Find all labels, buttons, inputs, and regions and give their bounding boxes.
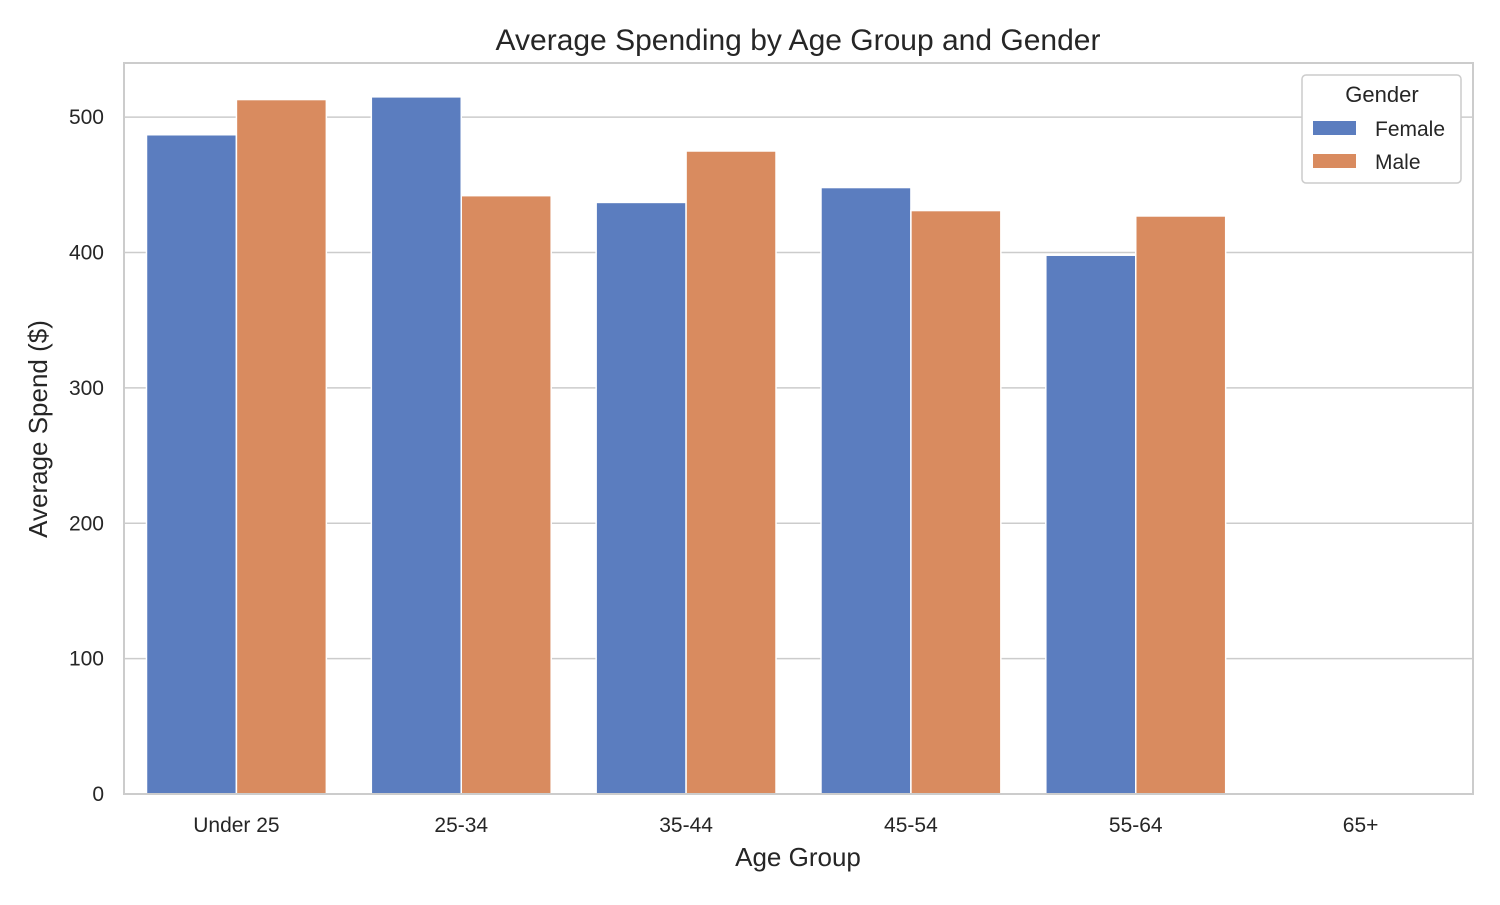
x-tick-label: 55-64 (1109, 814, 1163, 837)
legend: Gender Female Male (1301, 74, 1462, 184)
bars (145, 96, 1227, 795)
x-tick-label: 35-44 (659, 814, 713, 837)
y-tick-label: 500 (69, 106, 104, 129)
legend-title: Gender (1345, 82, 1418, 107)
bar-female-45-54 (820, 186, 912, 795)
bar-female-55-64 (1045, 254, 1137, 795)
legend-label-female: Female (1375, 118, 1445, 141)
y-axis-label: Average Spend ($) (23, 320, 53, 538)
x-tick-labels: Under 25 25-34 35-44 45-54 55-64 65+ (193, 814, 1378, 837)
bar-male-25-34 (460, 194, 552, 795)
y-tick-label: 0 (92, 783, 104, 806)
y-tick-labels: 0 100 200 300 400 500 (69, 106, 104, 806)
chart-title: Average Spending by Age Group and Gender (496, 24, 1101, 57)
bar-female-35-44 (595, 201, 687, 795)
bar-male-55-64 (1135, 215, 1227, 795)
y-tick-label: 100 (69, 648, 104, 671)
x-tick-label: 65+ (1343, 814, 1379, 837)
x-axis-label: Age Group (735, 842, 861, 872)
bar-male-under-25 (235, 98, 328, 795)
bar-male-35-44 (685, 150, 777, 795)
legend-items: Female Male (1313, 118, 1445, 174)
plot-frame (123, 62, 1474, 795)
bar-female-25-34 (370, 96, 463, 795)
legend-swatch-male (1313, 154, 1356, 168)
bar-female-under-25 (145, 133, 238, 795)
bar-male-45-54 (910, 209, 1002, 795)
x-tick-label: 25-34 (434, 814, 488, 837)
y-tick-label: 400 (69, 242, 104, 265)
legend-label-male: Male (1375, 151, 1421, 174)
x-tick-label: Under 25 (193, 814, 279, 837)
legend-swatch-female (1313, 121, 1356, 135)
x-tick-label: 45-54 (884, 814, 938, 837)
y-tick-label: 200 (69, 512, 104, 535)
y-tick-label: 300 (69, 377, 104, 400)
